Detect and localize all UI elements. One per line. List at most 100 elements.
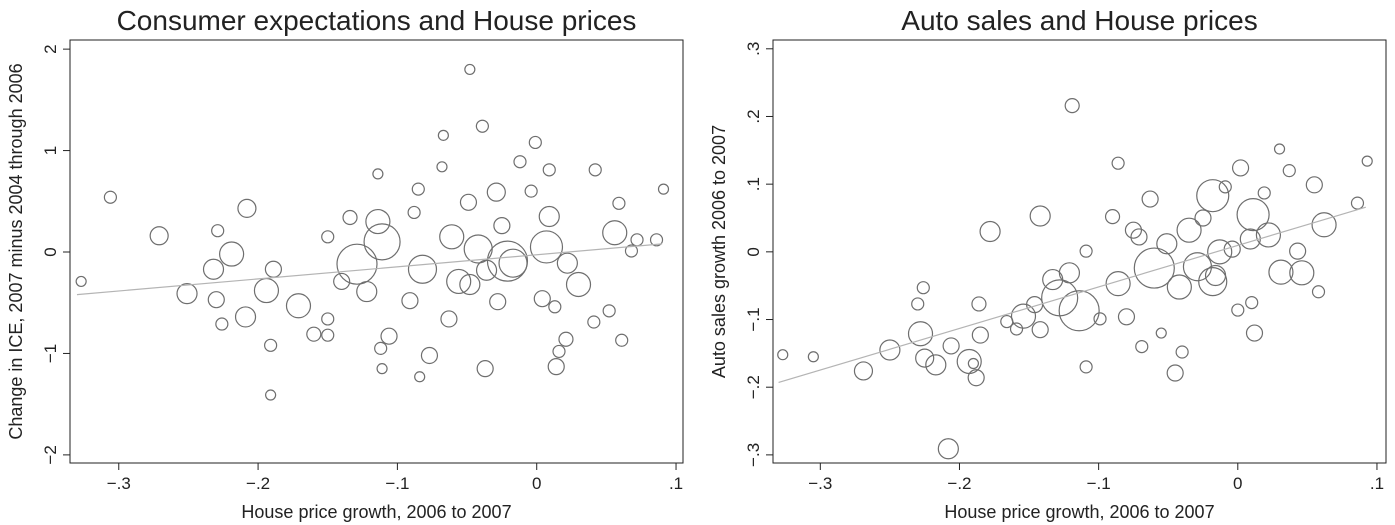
bubble [1231,303,1245,317]
bubble [1155,327,1167,339]
bubble [437,129,449,141]
bubble [558,331,574,347]
bubble [1305,176,1323,194]
bubble [321,312,335,326]
bubble [176,282,198,305]
bubble [538,205,560,228]
bubble [1236,198,1270,232]
x-tick-label: 0 [1233,474,1242,493]
y-tick-label: 0 [744,247,763,256]
bubble [1124,221,1143,239]
bubble [356,280,378,303]
bubble [374,341,388,355]
bubble [215,317,229,331]
x-tick-label: −.1 [385,474,409,493]
bubble [1255,222,1282,248]
bubble [967,357,979,370]
bubble [486,240,529,282]
panel: Auto sales and House prices −.3 −.2 −.1 0 .1 −… [709,5,1387,522]
bubble [333,272,351,291]
bubble [321,230,335,244]
bubble [1175,345,1189,359]
bubble [971,296,987,312]
bubble [1111,156,1125,170]
bubble [807,351,819,363]
bubble [414,371,426,383]
plot-frame [772,39,1387,464]
bubble [1268,259,1294,285]
y-tick-label: 2 [41,44,60,53]
bubble [459,193,478,211]
bubble [1166,364,1184,382]
x-tick-label: −.3 [107,474,131,493]
bubble [1117,308,1136,326]
bubble [1176,217,1202,243]
bubble [1133,247,1175,289]
y-tick-label: 1 [41,146,60,155]
y-tick-label: −1 [41,344,60,363]
bubble [264,260,283,278]
bubble [207,291,225,309]
bubble [363,223,401,261]
y-tick-label: −2 [41,445,60,464]
bubble [1361,155,1373,167]
fit-line [76,243,663,296]
bubble [440,310,458,328]
bubble [436,161,448,173]
bubble [556,252,578,274]
bubble [1009,322,1024,336]
plot-frame [69,39,684,464]
bubble [513,155,527,169]
bubble [915,348,935,368]
bubble [476,360,494,378]
bubble [1282,164,1296,178]
bubble [234,306,257,328]
y-tick-label: −.2 [744,375,763,399]
bubble [971,326,989,344]
bubble [1245,324,1264,342]
bubble [916,281,930,295]
bubble [1289,242,1307,260]
bubble [475,119,489,133]
bubble [524,184,538,198]
bubble [1207,239,1233,265]
bubble [907,321,934,347]
y-tick-label: .1 [744,177,763,191]
bubble [853,361,874,381]
bubble [1218,180,1232,194]
bubble [528,135,542,150]
x-tick-label: −.2 [246,474,270,493]
bubble [588,163,602,177]
bubble [911,297,925,311]
bubble [1058,262,1081,284]
bubble [547,358,565,376]
x-tick-label: −.1 [1087,474,1111,493]
bubble [219,241,245,267]
bubble [459,273,481,296]
bubble [979,220,1001,243]
bubble [1166,274,1192,300]
bubble [237,198,257,218]
bubble [202,258,225,280]
bubble [401,292,419,310]
bubble [657,183,670,195]
bubble [1058,290,1100,332]
bubble [1105,271,1131,297]
y-tick-label: −.1 [744,307,763,331]
bubble [411,182,425,196]
y-tick-label: .2 [744,109,763,123]
y-tick-label: 0 [41,247,60,256]
bubble [149,226,169,246]
bubble [1079,244,1093,258]
bubble [615,333,629,347]
chart-title: Auto sales and House prices [901,5,1257,36]
bubble [464,63,476,76]
bubble [1194,209,1212,227]
bubble [942,337,960,355]
bubble [1010,303,1037,329]
panel: Consumer expectations and House prices −.… [6,5,684,522]
bubble [587,315,601,329]
bubble [1289,260,1315,286]
